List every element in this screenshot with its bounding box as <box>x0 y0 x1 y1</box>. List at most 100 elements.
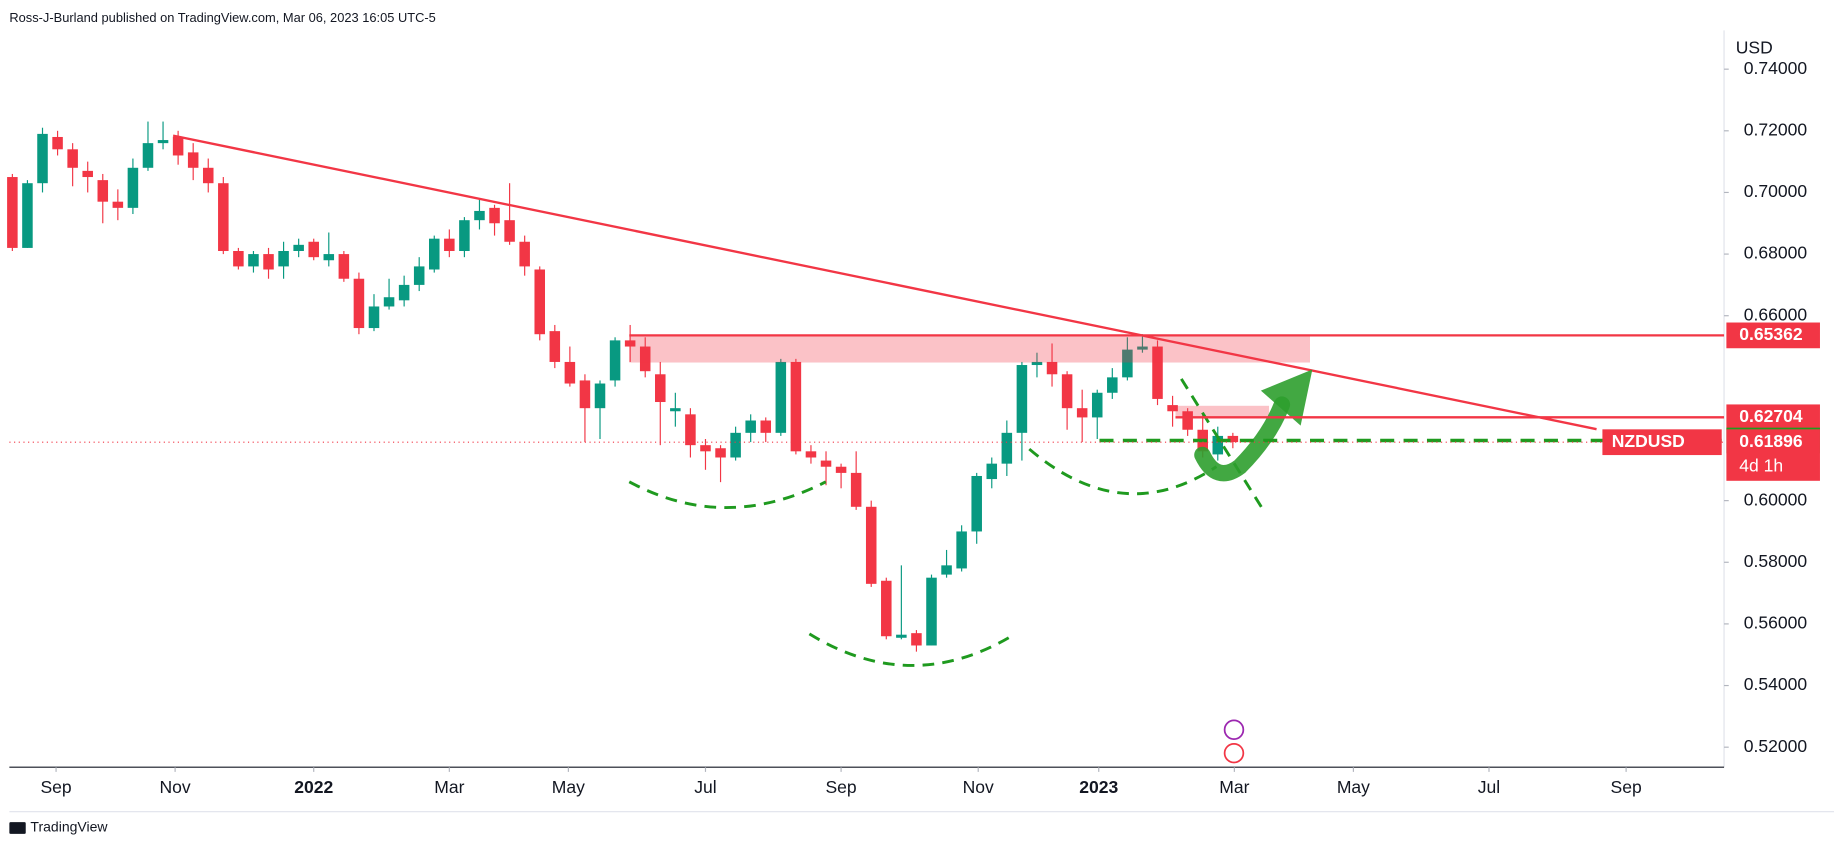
candle-body <box>1076 408 1088 418</box>
candle-body <box>383 297 395 307</box>
candle-body <box>67 149 78 168</box>
candle-body <box>263 254 274 270</box>
right-shoulder <box>1028 447 1218 496</box>
event-icon <box>1223 742 1245 764</box>
candle-body <box>157 140 169 144</box>
candle-body <box>444 238 455 252</box>
y-tick-label: 0.70000 <box>1744 181 1808 201</box>
candle-body <box>429 238 440 270</box>
publish-info: Ross-J-Burland published on TradingView.… <box>9 10 436 25</box>
price-level-tag <box>1726 322 1820 349</box>
candle-body <box>1046 361 1058 375</box>
candle-body <box>850 472 862 507</box>
event-icon <box>1223 719 1245 741</box>
candle-body <box>549 331 561 362</box>
x-tick-label: Sep <box>1611 777 1642 797</box>
trendline <box>172 134 1597 431</box>
x-tick-label: Sep <box>40 777 71 797</box>
candle-body <box>835 466 847 473</box>
resistance-zone <box>629 335 1310 363</box>
candle-body <box>248 254 259 267</box>
candle-body <box>52 136 63 150</box>
projection-line <box>1180 378 1265 511</box>
candle-body <box>1031 361 1043 366</box>
last-price-tag <box>1726 429 1820 481</box>
candle-body <box>1227 435 1239 443</box>
candle-body <box>911 633 922 646</box>
candle-body <box>233 251 244 267</box>
candle-body <box>655 374 666 403</box>
candle-body <box>323 254 335 261</box>
candle-body <box>1091 392 1103 418</box>
candle-body <box>293 244 304 252</box>
y-tick-label: 0.52000 <box>1744 736 1808 756</box>
candle-body <box>218 183 229 252</box>
candle-body <box>22 183 33 248</box>
price-level-label: 0.65362 <box>1739 324 1803 344</box>
x-tick-label: Sep <box>825 777 856 797</box>
last-price-label: 0.61896 <box>1739 431 1803 451</box>
x-tick-label: May <box>552 777 585 797</box>
candle-body <box>745 420 756 433</box>
candle-body <box>1107 377 1118 393</box>
arrow-head <box>1260 369 1313 426</box>
candle-body <box>368 306 380 329</box>
candle-body <box>112 201 124 208</box>
candle-body <box>398 284 410 301</box>
candle-body <box>820 460 832 467</box>
candle-body <box>715 448 726 458</box>
x-tick-label: Nov <box>963 777 994 797</box>
candle-body <box>308 241 319 258</box>
candle-body <box>624 340 636 347</box>
candle-body <box>172 136 184 156</box>
candle-body <box>971 475 982 532</box>
y-tick-label: 0.60000 <box>1744 489 1808 509</box>
x-tick-label: Nov <box>160 777 191 797</box>
candle-body <box>1016 365 1028 433</box>
candle-body <box>700 445 711 452</box>
candle-body <box>986 463 998 480</box>
y-tick-label: 0.68000 <box>1744 243 1808 263</box>
y-tick-label: 0.74000 <box>1744 58 1808 78</box>
candle-body <box>97 180 109 202</box>
candle-body <box>881 580 892 637</box>
candle-body <box>1152 346 1163 399</box>
candle-body <box>896 634 907 638</box>
candle-body <box>519 241 530 267</box>
candle-body <box>127 167 139 208</box>
left-shoulder <box>628 480 827 509</box>
x-tick-label: Mar <box>434 777 464 797</box>
candle-body <box>1001 432 1013 464</box>
candle-body <box>534 269 546 335</box>
candle-body <box>7 177 18 248</box>
background <box>0 4 1834 838</box>
candle-body <box>1061 374 1073 409</box>
head <box>808 632 1017 667</box>
candle-body <box>82 170 93 178</box>
x-tick-label: 2022 <box>294 777 333 797</box>
candle-body <box>1182 411 1193 430</box>
candle-body <box>594 383 606 409</box>
candle-body <box>579 380 591 409</box>
y-tick-label: 0.66000 <box>1744 304 1808 324</box>
price-level-tag <box>1726 404 1820 431</box>
x-tick-label: May <box>1337 777 1370 797</box>
candle-body <box>1137 346 1148 350</box>
y-tick-label: 0.58000 <box>1744 551 1808 571</box>
candle-body <box>459 220 470 252</box>
price-level-label: 0.62704 <box>1739 406 1803 426</box>
candle-body <box>37 133 48 184</box>
candle-body <box>790 361 802 452</box>
candle-body <box>1212 435 1224 455</box>
symbol-tag <box>1602 429 1722 456</box>
candles <box>7 121 1239 652</box>
candle-body <box>775 361 787 433</box>
candle-body <box>142 143 154 168</box>
symbol-label: NZDUSD <box>1612 431 1685 451</box>
y-tick-label: 0.56000 <box>1744 613 1808 633</box>
candle-body <box>202 167 214 184</box>
candle-body <box>187 152 199 168</box>
candle-body <box>956 531 967 569</box>
